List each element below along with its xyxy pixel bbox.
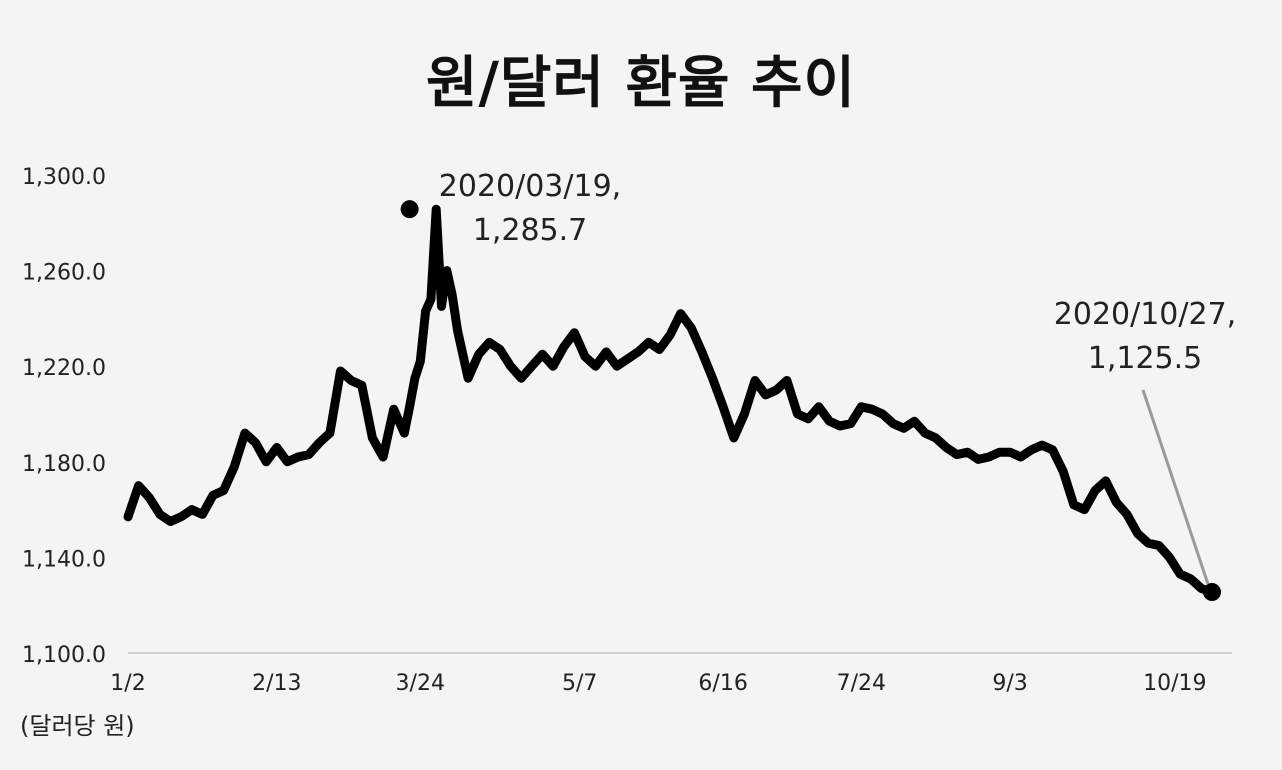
- x-tick-label: 5/7: [562, 671, 597, 696]
- y-tick-label: 1,300.0: [22, 165, 106, 190]
- peak-label-date: 2020/03/19,: [439, 169, 621, 204]
- end-leader-line: [1141, 389, 1210, 585]
- unit-label: (달러당 원): [20, 712, 135, 740]
- x-tick-label: 1/2: [110, 671, 145, 696]
- peak-label-value: 1,285.7: [473, 213, 588, 248]
- x-tick-label: 3/24: [396, 671, 445, 696]
- x-tick-label: 6/16: [698, 671, 747, 696]
- chart-title: 원/달러 환율 추이: [425, 51, 857, 116]
- x-tick-label: 2/13: [252, 671, 301, 696]
- peak-marker: [400, 200, 419, 219]
- y-tick-label: 1,220.0: [22, 356, 106, 381]
- y-tick-label: 1,180.0: [22, 452, 106, 477]
- series-line: [123, 204, 1217, 597]
- end-label-date: 2020/10/27,: [1054, 297, 1236, 332]
- x-tick-label: 7/24: [837, 671, 886, 696]
- end-label-value: 1,125.5: [1088, 341, 1203, 376]
- x-tick-label: 9/3: [992, 671, 1027, 696]
- end-marker: [1203, 583, 1221, 602]
- y-tick-label: 1,260.0: [22, 261, 106, 286]
- plot-area: [123, 204, 1217, 597]
- annotations: 2020/03/19, 1,285.7 2020/10/27, 1,125.5: [400, 169, 1236, 602]
- y-tick-label: 1,140.0: [22, 547, 106, 572]
- axes: 1,100.0 1,140.0 1,180.0 1,220.0 1,260.0 1,300…: [22, 165, 1232, 696]
- y-tick-label: 1,100.0: [22, 643, 106, 668]
- x-tick-label: 10/19: [1143, 671, 1206, 696]
